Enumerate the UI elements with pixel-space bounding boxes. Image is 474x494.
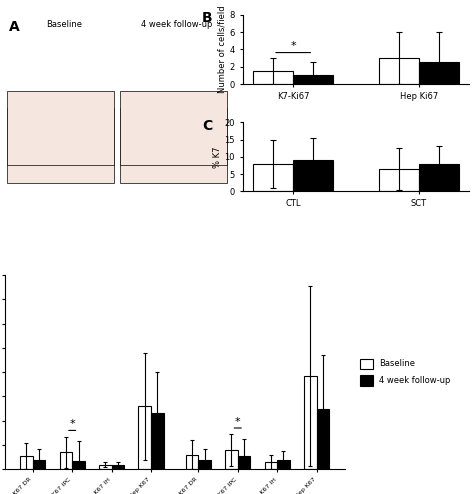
- Bar: [60, 453, 72, 469]
- Y-axis label: % K7: % K7: [213, 146, 222, 167]
- Text: *: *: [235, 417, 241, 427]
- Text: Baseline: Baseline: [46, 20, 82, 29]
- Bar: [253, 71, 293, 84]
- Bar: [186, 454, 198, 469]
- Bar: [99, 465, 111, 469]
- Bar: [138, 406, 151, 469]
- Y-axis label: Number of cells/field: Number of cells/field: [218, 5, 227, 93]
- Bar: [198, 459, 211, 469]
- Bar: [419, 164, 459, 192]
- Legend: Baseline, 4 week follow-up: Baseline, 4 week follow-up: [360, 359, 451, 386]
- Bar: [293, 76, 333, 84]
- FancyBboxPatch shape: [120, 109, 227, 183]
- Bar: [379, 169, 419, 192]
- Bar: [225, 450, 238, 469]
- FancyBboxPatch shape: [7, 91, 113, 165]
- Bar: [238, 456, 250, 469]
- Text: *: *: [291, 41, 296, 51]
- Bar: [253, 164, 293, 192]
- Bar: [20, 456, 33, 469]
- Bar: [379, 58, 419, 84]
- Text: A: A: [9, 20, 20, 34]
- Bar: [33, 459, 46, 469]
- Text: C: C: [202, 119, 212, 133]
- Bar: [151, 413, 164, 469]
- FancyBboxPatch shape: [7, 109, 113, 183]
- Bar: [419, 62, 459, 84]
- Text: *: *: [69, 419, 75, 429]
- Bar: [111, 465, 124, 469]
- Text: 4 week follow-up: 4 week follow-up: [141, 20, 213, 29]
- Bar: [304, 376, 317, 469]
- Bar: [277, 460, 290, 469]
- Bar: [264, 462, 277, 469]
- Bar: [72, 461, 85, 469]
- Bar: [293, 161, 333, 192]
- FancyBboxPatch shape: [120, 91, 227, 165]
- Text: B: B: [202, 11, 212, 25]
- Bar: [317, 409, 329, 469]
